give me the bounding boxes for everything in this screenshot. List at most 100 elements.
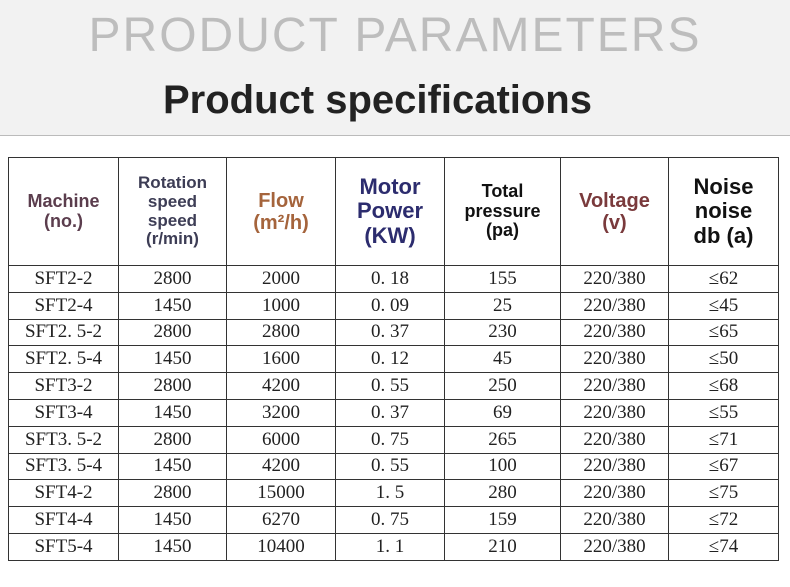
banner: PRODUCT PARAMETERS — [88, 9, 702, 62]
cell: ≤75 — [668, 479, 779, 508]
cell: 2800 — [118, 265, 227, 293]
header-line: (m²/h) — [253, 211, 309, 234]
header-line: Power — [356, 198, 424, 224]
row: SFT3. 5-2 2800 6000 0. 75 265 220/380 ≤71 — [8, 425, 779, 454]
cell: 4200 — [226, 372, 336, 400]
cell: ≤71 — [668, 425, 779, 454]
cell: 45 — [444, 345, 561, 374]
cell: 1. 5 — [335, 479, 445, 508]
header-line: Voltage — [579, 189, 650, 212]
column-header: Voltage (v) — [560, 157, 669, 266]
header-line: Total — [481, 180, 524, 201]
header-line: (KW) — [364, 222, 416, 248]
column-header: Noise noise db (a) — [668, 157, 779, 266]
cell: ≤50 — [668, 345, 779, 374]
cell: 0. 37 — [335, 398, 445, 427]
cell: 100 — [444, 452, 561, 481]
cell: SFT3-4 — [8, 398, 119, 427]
header-line: pressure — [464, 200, 541, 221]
column-header: Total pressure (pa) — [444, 157, 561, 266]
cell: 10400 — [226, 532, 336, 561]
cell: 250 — [444, 372, 561, 400]
cell: ≤62 — [668, 265, 779, 293]
cell: 210 — [444, 532, 561, 561]
header: PRODUCT PARAMETERS Product specification… — [0, 0, 790, 136]
cell: 280 — [444, 479, 561, 508]
cell: 6270 — [226, 506, 336, 534]
cell: 0. 75 — [335, 425, 445, 454]
cell: 2800 — [118, 479, 227, 508]
cell: 1. 1 — [335, 532, 445, 561]
cell: 2800 — [118, 425, 227, 454]
column-header: Machine (no.) — [8, 157, 119, 266]
cell: 1450 — [118, 398, 227, 427]
row: SFT2. 5-2 2800 2800 0. 37 230 220/380 ≤65 — [8, 318, 779, 347]
cell: 2800 — [118, 318, 227, 347]
cell: 2000 — [226, 265, 336, 293]
header-line: (r/min) — [146, 229, 199, 249]
header-line: Machine — [27, 190, 100, 211]
cell: 220/380 — [560, 479, 669, 508]
cell: 0. 55 — [335, 372, 445, 400]
cell: SFT2-2 — [8, 265, 119, 293]
cell: SFT4-4 — [8, 506, 119, 534]
cell: 25 — [444, 291, 561, 320]
cell: 220/380 — [560, 291, 669, 320]
cell: 220/380 — [560, 425, 669, 454]
cell: ≤68 — [668, 372, 779, 400]
header-line: db (a) — [693, 222, 754, 248]
cell: 0. 12 — [335, 345, 445, 374]
header-line: Rotation — [138, 173, 207, 193]
cell: SFT3-2 — [8, 372, 119, 400]
cell: 220/380 — [560, 372, 669, 400]
cell: 2800 — [226, 318, 336, 347]
cell: SFT3. 5-4 — [8, 452, 119, 481]
cell: ≤72 — [668, 506, 779, 534]
cell: 1450 — [118, 532, 227, 561]
header-line: Noise — [693, 174, 754, 200]
cell: ≤67 — [668, 452, 779, 481]
cell: 1450 — [118, 291, 227, 320]
cell: 0. 55 — [335, 452, 445, 481]
spec-table: Machine (no.) Rotation speed speed (r/min) Flo… — [8, 157, 779, 561]
cell: 220/380 — [560, 345, 669, 374]
row: SFT3-2 2800 4200 0. 55 250 220/380 ≤68 — [8, 372, 779, 400]
cell: SFT4-2 — [8, 479, 119, 508]
column-header: Motor Power (KW) — [335, 157, 445, 266]
row: SFT2-2 2800 2000 0. 18 155 220/380 ≤62 — [8, 265, 779, 293]
cell: 220/380 — [560, 452, 669, 481]
cell: 3200 — [226, 398, 336, 427]
cell: 265 — [444, 425, 561, 454]
cell: SFT2-4 — [8, 291, 119, 320]
cell: 159 — [444, 506, 561, 534]
cell: 1600 — [226, 345, 336, 374]
header-row: Machine (no.) Rotation speed speed (r/min) Flo… — [8, 157, 779, 266]
header-line: Motor — [359, 174, 421, 200]
cell: SFT2. 5-2 — [8, 318, 119, 347]
cell: 220/380 — [560, 398, 669, 427]
cell: 6000 — [226, 425, 336, 454]
header-line: (pa) — [486, 220, 519, 241]
header-line: speed — [147, 191, 198, 211]
cell: SFT5-4 — [8, 532, 119, 561]
cell: 220/380 — [560, 506, 669, 534]
cell: 2800 — [118, 372, 227, 400]
cell: 220/380 — [560, 265, 669, 293]
header-line: speed — [147, 210, 198, 230]
row: SFT3. 5-4 1450 4200 0. 55 100 220/380 ≤67 — [8, 452, 779, 481]
cell: SFT2. 5-4 — [8, 345, 119, 374]
cell: 0. 09 — [335, 291, 445, 320]
cell: 1000 — [226, 291, 336, 320]
cell: ≤74 — [668, 532, 779, 561]
row: SFT2. 5-4 1450 1600 0. 12 45 220/380 ≤50 — [8, 345, 779, 374]
row: SFT5-4 1450 10400 1. 1 210 220/380 ≤74 — [8, 532, 779, 561]
cell: 0. 75 — [335, 506, 445, 534]
column-header: Rotation speed speed (r/min) — [118, 157, 227, 266]
header-line: noise — [694, 198, 753, 224]
cell: SFT3. 5-2 — [8, 425, 119, 454]
cell: 15000 — [226, 479, 336, 508]
cell: 220/380 — [560, 318, 669, 347]
cell: ≤45 — [668, 291, 779, 320]
row: SFT2-4 1450 1000 0. 09 25 220/380 ≤45 — [8, 291, 779, 320]
